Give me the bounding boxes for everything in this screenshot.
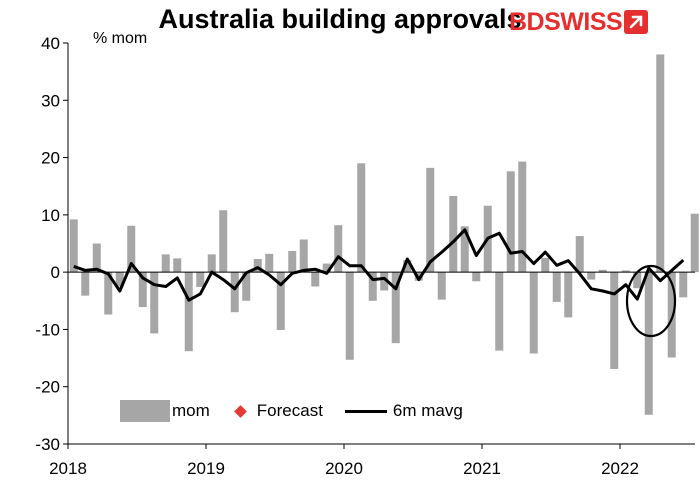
mom-bar: [322, 263, 331, 273]
mom-bar: [621, 270, 630, 273]
y-tick-label: 30: [41, 91, 60, 110]
mom-bar: [495, 272, 504, 351]
mom-bar: [69, 219, 78, 273]
mom-bar: [541, 257, 550, 273]
mom-bar: [656, 54, 665, 273]
mom-bar: [403, 260, 412, 273]
mom-bar: [127, 225, 136, 273]
mom-bar: [207, 254, 216, 273]
mom-bar: [610, 272, 619, 369]
mom-bar: [564, 272, 573, 318]
mom-bar: [81, 272, 90, 296]
mom-bar: [633, 272, 642, 289]
mom-bar: [104, 272, 113, 315]
mom-bar: [679, 272, 688, 298]
mom-bar: [667, 272, 676, 358]
y-tick-label: -20: [35, 378, 60, 397]
mom-bar: [150, 272, 159, 334]
mom-bar: [276, 272, 285, 331]
legend-label-mavg: 6m mavg: [392, 401, 463, 420]
mom-bar: [644, 272, 653, 415]
mom-bar: [598, 269, 607, 273]
mom-bar: [357, 163, 366, 273]
mom-bar: [265, 253, 274, 273]
mom-bars: [69, 54, 699, 415]
mom-bar: [449, 195, 458, 273]
mom-bar: [506, 171, 515, 273]
mom-bar: [460, 226, 469, 273]
y-tick-label: 10: [41, 206, 60, 225]
mom-bar: [587, 272, 596, 280]
tick-labels: 40 30 20 10 0 -10 -20 -30 2018 2019 2020 2021 2022: [35, 34, 638, 478]
forecast-highlight-circle: [625, 264, 677, 338]
mom-bar: [575, 236, 584, 273]
mom-bar: [391, 272, 400, 344]
y-tick-label: 0: [51, 263, 60, 282]
y-tick-label: -10: [35, 320, 60, 339]
mom-bar: [161, 254, 170, 273]
bdswiss-logo: BDSWISS: [509, 6, 649, 38]
mom-bar: [288, 250, 297, 273]
mom-bar: [138, 272, 147, 308]
mom-bar: [345, 272, 354, 360]
mom-bar: [529, 272, 538, 354]
legend-item-mom: mom: [120, 400, 210, 422]
y-axis-label: % mom: [93, 30, 148, 47]
axes: [63, 42, 695, 449]
mom-bar: [230, 272, 239, 313]
mom-bar: [437, 272, 446, 300]
x-tick-label: 2021: [463, 459, 501, 478]
mom-bar: [472, 272, 481, 282]
mom-bar: [368, 272, 377, 301]
mom-bar: [380, 272, 389, 291]
mom-bar: [311, 272, 320, 287]
mom-bar: [196, 272, 205, 288]
mom-bar: [219, 210, 228, 273]
arrow-logo-icon: [624, 10, 649, 34]
mom-bar: [690, 213, 699, 273]
mom-bar: [253, 258, 262, 273]
x-tick-label: 2020: [325, 459, 363, 478]
x-tick-label: 2022: [601, 459, 639, 478]
mom-bar: [184, 272, 193, 352]
y-tick-label: -30: [35, 435, 60, 454]
legend-label-mom: mom: [172, 401, 210, 420]
mom-bar: [242, 272, 251, 301]
mom-bar: [173, 258, 182, 273]
mom-bar: [426, 167, 435, 273]
mom-bar: [299, 239, 308, 273]
mavg-line: [73, 228, 685, 302]
mom-bar: [92, 243, 101, 273]
mom-bar: [334, 225, 343, 273]
legend-diamond-swatch: [233, 404, 247, 418]
legend-item-mavg: 6m mavg: [344, 401, 463, 421]
logo-text: BDSWISS: [509, 7, 623, 36]
legend-item-forecast: Forecast: [232, 401, 323, 421]
x-tick-label: 2019: [187, 459, 225, 478]
legend-line-swatch: [344, 409, 387, 413]
chart-title: Australia building approvals: [158, 4, 522, 34]
legend-label-forecast: Forecast: [256, 401, 323, 420]
mom-bar: [518, 161, 527, 273]
legend-bar-swatch: [120, 400, 170, 422]
mom-bar: [115, 272, 124, 287]
mom-bar: [552, 272, 561, 302]
y-tick-label: 20: [41, 149, 60, 168]
legend: mom Forecast 6m mavg: [120, 397, 485, 425]
x-tick-label: 2018: [49, 459, 87, 478]
y-tick-label: 40: [41, 34, 60, 53]
